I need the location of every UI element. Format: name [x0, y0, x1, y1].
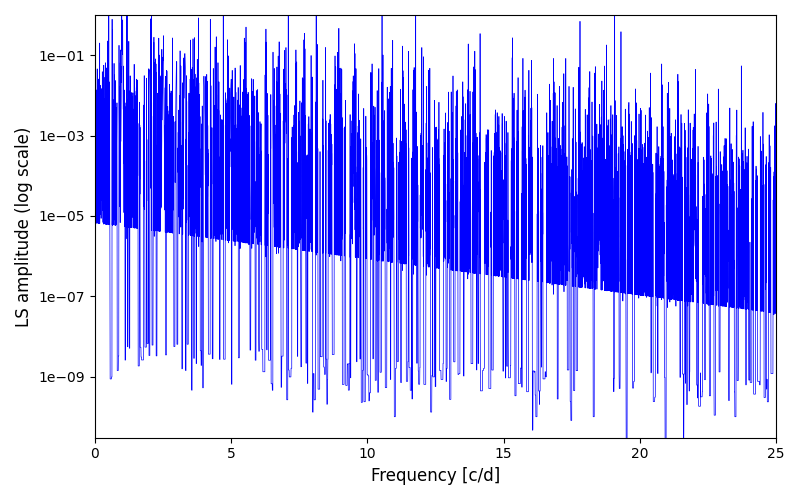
X-axis label: Frequency [c/d]: Frequency [c/d] [371, 467, 500, 485]
Y-axis label: LS amplitude (log scale): LS amplitude (log scale) [15, 126, 33, 326]
